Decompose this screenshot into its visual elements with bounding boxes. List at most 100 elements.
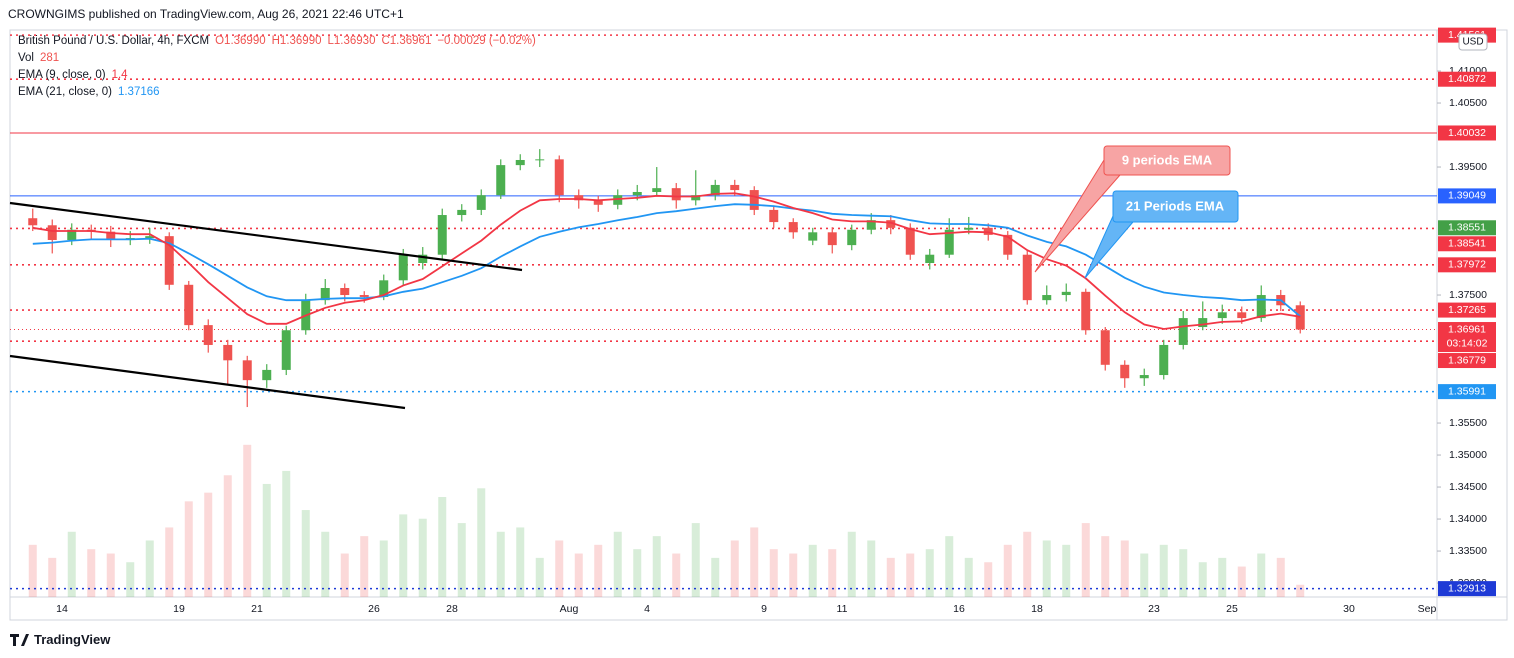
ema9-legend: EMA (9, close, 0) 1.4 — [18, 69, 134, 81]
x-tick-label: 18 — [1031, 603, 1043, 615]
volume-bar — [28, 544, 37, 597]
candle-body — [554, 159, 564, 196]
candle-body — [496, 165, 506, 196]
trend-line — [9, 354, 406, 410]
candle-body — [1198, 318, 1208, 328]
candle-body — [67, 229, 77, 240]
volume-bar — [399, 514, 408, 597]
callout-pointer — [1034, 159, 1121, 273]
volume-bar — [184, 501, 193, 597]
volume-bar — [769, 549, 778, 597]
candle-body — [632, 191, 642, 196]
candle-body — [905, 227, 915, 255]
candle-body — [983, 227, 993, 235]
candle-body — [242, 360, 252, 381]
ohlc: L1.36930 — [327, 35, 376, 47]
volume-bar — [652, 536, 661, 597]
volume-bar — [1237, 566, 1246, 597]
volume-bar — [1023, 531, 1032, 597]
volume-bar — [613, 531, 622, 597]
volume-bar — [243, 444, 252, 597]
x-tick-label: 4 — [644, 603, 650, 615]
price-level-label: 1.35991 — [1448, 385, 1486, 397]
volume-bar — [828, 549, 837, 597]
candle-body — [593, 200, 603, 205]
callout-text: 21 Periods EMA — [1126, 198, 1225, 213]
volume-bar — [672, 553, 681, 597]
price-level-label-box — [1438, 353, 1496, 369]
callout-box — [1103, 145, 1231, 176]
candle-body — [379, 280, 389, 297]
candle-body — [106, 231, 116, 240]
price-labels: 1.415611.408721.400321.390491.385511.385… — [1438, 27, 1496, 597]
volume-bar — [106, 553, 115, 597]
currency-text: USD — [1462, 37, 1483, 48]
volume-bar — [984, 562, 993, 597]
x-tick-label: 14 — [56, 603, 68, 615]
candle-body — [359, 295, 369, 297]
axis-layer: 1.410001.405001.395001.375001.355001.350… — [56, 65, 1487, 615]
price-level-label-box — [1438, 302, 1496, 318]
candle-body — [320, 287, 330, 301]
x-tick-label: 19 — [173, 603, 185, 615]
volume-bar — [1042, 540, 1051, 597]
price-level-label: 1.39049 — [1448, 190, 1486, 202]
y-tick-label: 1.40500 — [1449, 97, 1487, 109]
volume-bar — [1179, 549, 1188, 597]
countdown: 03:14:02 — [1447, 337, 1488, 349]
volume-bar — [321, 531, 330, 597]
y-tick-label: 1.33500 — [1449, 545, 1487, 557]
volume-bar — [808, 544, 817, 597]
price-level-label: 1.36779 — [1448, 354, 1486, 366]
candle-body — [281, 330, 291, 370]
volume-bar — [1218, 557, 1227, 597]
candle-body — [1256, 295, 1266, 319]
x-tick-label: 26 — [368, 603, 380, 615]
volume-bar — [438, 497, 447, 597]
ohlc: O1.36990 — [215, 35, 266, 47]
brand-logo — [10, 634, 29, 646]
y-tick-label: 1.35500 — [1449, 417, 1487, 429]
candle-body — [340, 287, 350, 296]
candle-body — [398, 254, 408, 281]
candle-body — [262, 369, 272, 381]
candle-body — [164, 236, 174, 285]
volume-bar — [750, 527, 759, 597]
candle-body — [1139, 375, 1149, 379]
candle-body — [515, 159, 525, 166]
volume-bar — [594, 544, 603, 597]
candle-body — [788, 222, 798, 233]
ema9-label: EMA (9, close, 0) — [18, 69, 106, 81]
volume-bar — [223, 475, 232, 597]
x-tick-label: 23 — [1148, 603, 1160, 615]
ema9-line — [32, 192, 1301, 330]
x-tick-label: Aug — [560, 603, 579, 615]
candle-body — [1159, 344, 1169, 376]
ema21-label: EMA (21, close, 0) — [18, 86, 112, 98]
candle-body — [1100, 330, 1110, 365]
volume-bar — [535, 557, 544, 597]
volume-label: Vol — [18, 52, 34, 64]
candle-body — [1237, 312, 1247, 319]
price-level-label: 1.38551 — [1448, 222, 1486, 234]
price-level-label: 1.32913 — [1448, 582, 1486, 594]
volume-layer — [28, 444, 1305, 597]
candle-body — [47, 225, 57, 240]
volume-bar — [1062, 544, 1071, 597]
candle-body — [145, 236, 155, 239]
ema21-legend: EMA (21, close, 0) 1.37166 — [18, 86, 166, 98]
candle-body — [1003, 234, 1013, 255]
x-tick-label: 25 — [1226, 603, 1238, 615]
x-tick-label: 9 — [761, 603, 767, 615]
volume-bar — [925, 549, 934, 597]
price-level-label: 1.37972 — [1448, 259, 1486, 271]
candle-body — [944, 229, 954, 255]
x-tick-label: 21 — [251, 603, 263, 615]
candle-layer — [28, 149, 1305, 408]
ema9-value: 1.4 — [111, 69, 128, 81]
ema21-value: 1.37166 — [117, 86, 160, 98]
candle-body — [671, 188, 681, 201]
volume-bar — [633, 549, 642, 597]
candle-body — [886, 220, 896, 228]
